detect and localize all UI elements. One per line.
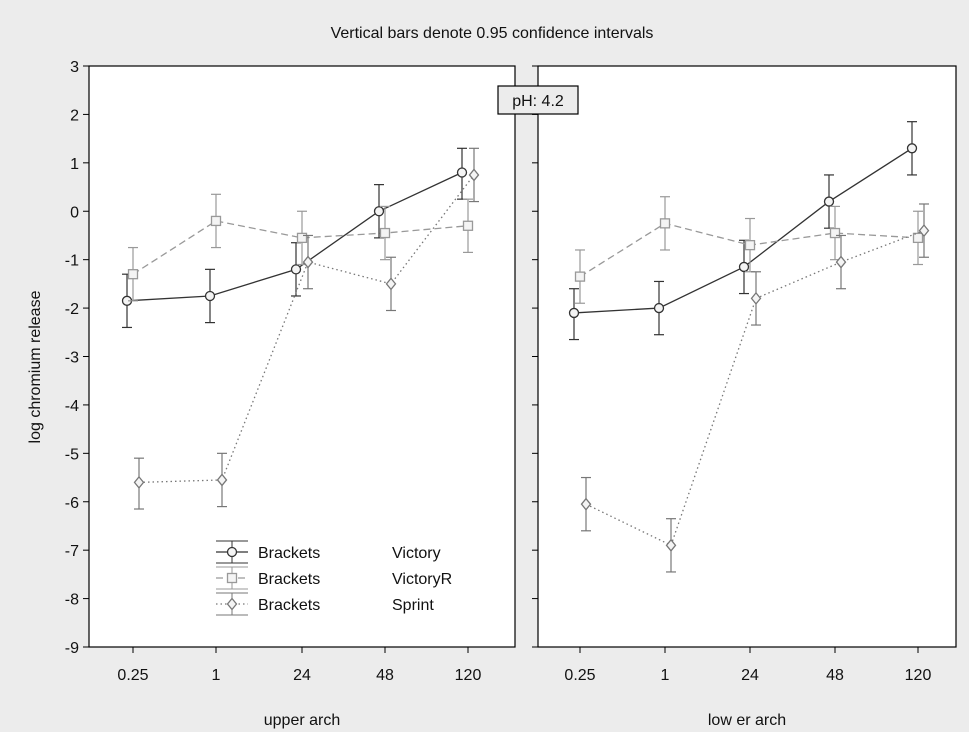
data-point: [659, 218, 671, 229]
y-tick-label: -6: [65, 495, 79, 512]
data-point: [302, 255, 314, 269]
data-point: [918, 224, 930, 238]
legend-marker: [226, 597, 238, 611]
legend-series-name: Sprint: [392, 597, 434, 614]
data-point: [829, 227, 841, 239]
x-tick-label: 0.25: [564, 667, 595, 684]
data-point: [456, 167, 468, 178]
y-tick-label: 1: [70, 156, 79, 173]
y-tick-label: 3: [70, 59, 79, 76]
data-point: [823, 196, 835, 207]
data-point: [127, 269, 139, 280]
data-point: [468, 168, 480, 182]
series-line: [138, 174, 475, 484]
legend-marker: [226, 546, 238, 558]
series-1: [568, 121, 918, 341]
data-point: [912, 232, 924, 244]
data-point: [385, 277, 397, 291]
data-point: [835, 255, 847, 269]
y-tick-label: 2: [70, 107, 79, 124]
legend-label: Brackets: [258, 545, 320, 562]
series-line: [132, 220, 469, 275]
chart-title: Vertical bars denote 0.95 confidence int…: [331, 25, 654, 42]
data-point: [133, 475, 145, 489]
data-point: [574, 271, 586, 282]
x-tick-label: 120: [905, 667, 932, 684]
plot-area: [88, 65, 516, 648]
data-point: [204, 290, 216, 302]
y-tick-label: 0: [70, 204, 79, 221]
series-3: [580, 203, 930, 573]
ph-annotation: pH: 4.2: [497, 85, 579, 115]
data-point: [568, 307, 580, 319]
panels: 3 2 1 0 -1 -2 -3 -4 -5 -6 -7 -8 -9 0.25 1 24 48 120 upper …: [65, 59, 957, 729]
x-tick-label: 1: [212, 667, 221, 684]
x-tick-label: 24: [741, 667, 759, 684]
data-point: [296, 232, 308, 244]
y-tick-label: -8: [65, 592, 79, 609]
y-tick-label: -5: [65, 446, 79, 463]
ph-box: [497, 85, 579, 115]
data-point: [665, 538, 677, 552]
series-2: [127, 193, 474, 302]
y-tick-label: -1: [65, 253, 79, 270]
x-axis-label: upper arch: [264, 712, 341, 729]
series-1: [121, 147, 468, 329]
y-tick-label: -3: [65, 350, 79, 367]
legend-entry: Brackets VictoryR: [216, 566, 452, 590]
x-axis-label: low er arch: [708, 712, 786, 729]
y-tick-label: -2: [65, 301, 79, 318]
legend-label: Brackets: [258, 597, 320, 614]
data-point: [379, 227, 391, 239]
legend-series-name: VictoryR: [392, 571, 452, 588]
data-point: [580, 497, 592, 511]
legend-series-name: Victory: [392, 545, 441, 562]
data-point: [216, 473, 228, 487]
y-tick-label: -9: [65, 640, 79, 657]
x-tick-label: 120: [455, 667, 482, 684]
data-point: [750, 291, 762, 305]
data-point: [744, 239, 756, 251]
x-tick-label: 0.25: [117, 667, 148, 684]
x-tick-label: 48: [376, 667, 394, 684]
y-tick-label: -4: [65, 398, 79, 415]
y-tick-label: -7: [65, 543, 79, 560]
data-point: [738, 261, 750, 273]
data-point: [373, 206, 385, 217]
legend: Brackets Victory Brackets VictoryR Brackets S…: [216, 540, 452, 616]
legend-marker: [226, 572, 238, 584]
panel-2: 0.25 1 24 48 120 low er arch: [532, 65, 957, 729]
data-point: [653, 302, 665, 314]
panel-1: 3 2 1 0 -1 -2 -3 -4 -5 -6 -7 -8 -9 0.25 1 24 48 120 upper …: [65, 59, 516, 729]
y-axis-label: log chromium release: [27, 290, 44, 443]
ph-label: pH: 4.2: [512, 93, 564, 110]
x-tick-label: 1: [661, 667, 670, 684]
data-point: [210, 215, 222, 227]
data-point: [290, 264, 302, 275]
legend-label: Brackets: [258, 571, 320, 588]
plot-area: [537, 65, 957, 648]
data-point: [906, 143, 918, 154]
x-tick-label: 24: [293, 667, 311, 684]
legend-entry: Brackets Sprint: [216, 592, 434, 616]
data-point: [462, 220, 474, 231]
series-3: [133, 147, 480, 510]
x-tick-label: 48: [826, 667, 844, 684]
legend-entry: Brackets Victory: [216, 540, 441, 564]
series-2: [574, 196, 924, 304]
